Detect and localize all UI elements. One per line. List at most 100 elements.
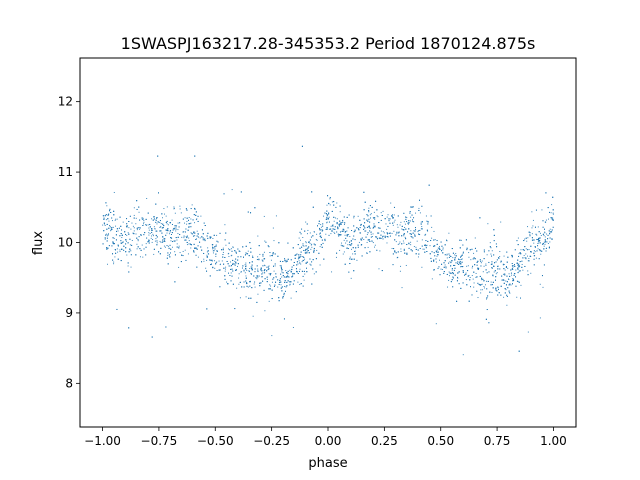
data-point (215, 263, 217, 265)
data-point (459, 239, 461, 241)
data-point (177, 233, 179, 235)
data-point (373, 223, 375, 225)
data-point (203, 260, 205, 262)
data-point (343, 239, 345, 241)
data-point (112, 226, 114, 228)
x-tick-label: 0.50 (427, 434, 454, 448)
data-point (303, 279, 305, 281)
data-point (249, 285, 251, 287)
data-point (427, 230, 429, 232)
data-point (256, 301, 258, 303)
data-point (403, 212, 405, 214)
data-point (367, 215, 369, 217)
data-point (497, 268, 499, 270)
data-point (533, 252, 535, 254)
data-point (481, 279, 483, 281)
data-point (377, 232, 379, 234)
data-point (329, 197, 331, 199)
data-point (344, 234, 346, 236)
data-point (232, 283, 234, 285)
data-point (517, 259, 519, 261)
data-point (441, 245, 443, 247)
data-point (154, 240, 156, 242)
data-point (420, 228, 422, 230)
data-point (170, 234, 172, 235)
data-point (311, 283, 313, 285)
data-point (235, 263, 237, 265)
data-point (410, 249, 412, 251)
data-point (397, 256, 399, 258)
data-point (206, 251, 208, 253)
data-point (518, 255, 520, 257)
data-point (460, 239, 462, 241)
data-point (186, 244, 188, 246)
data-point (264, 310, 266, 312)
data-point (248, 297, 250, 299)
data-point (158, 251, 160, 253)
data-point (410, 216, 412, 218)
data-point (263, 215, 265, 217)
data-point (207, 247, 209, 249)
data-point (374, 225, 376, 227)
data-point (112, 237, 114, 239)
data-point (290, 281, 292, 283)
data-point (312, 235, 314, 237)
data-point (148, 232, 150, 234)
data-point (518, 270, 520, 272)
data-point (377, 227, 379, 229)
data-point (466, 249, 468, 251)
data-point (120, 240, 122, 242)
data-point (145, 246, 147, 248)
data-point (537, 245, 539, 247)
data-point (179, 205, 181, 207)
data-point (415, 212, 417, 214)
data-point (320, 244, 322, 246)
data-point (165, 229, 167, 231)
data-point (491, 284, 493, 286)
data-point (117, 251, 119, 253)
data-point (417, 231, 419, 233)
data-point (203, 252, 205, 254)
data-point (544, 241, 546, 243)
data-point (477, 260, 479, 262)
data-point (174, 225, 176, 227)
data-point (348, 271, 350, 273)
data-point (531, 227, 533, 229)
data-point (287, 270, 289, 272)
data-point (222, 247, 224, 249)
data-point (480, 265, 482, 267)
data-point (197, 233, 199, 235)
data-point (237, 256, 239, 258)
data-point (160, 241, 162, 243)
data-point (298, 257, 300, 259)
data-point (146, 237, 148, 239)
data-point (419, 199, 420, 201)
data-point (102, 215, 104, 217)
data-point (506, 281, 508, 283)
data-point (533, 258, 535, 260)
data-point (174, 254, 176, 256)
data-point (113, 237, 115, 239)
data-point (153, 218, 155, 220)
data-point (264, 269, 266, 271)
data-point (124, 231, 126, 233)
data-point (546, 233, 548, 235)
data-point (189, 223, 191, 225)
data-point (188, 237, 190, 239)
data-point (429, 253, 431, 255)
data-point (113, 261, 115, 263)
data-point (122, 241, 124, 243)
data-point (452, 273, 454, 275)
data-point (320, 226, 322, 228)
data-point (187, 229, 189, 231)
data-point (525, 253, 527, 255)
data-point (287, 275, 289, 277)
data-point (425, 245, 427, 247)
data-point (360, 238, 362, 240)
data-point (102, 224, 104, 226)
data-point (237, 248, 239, 250)
data-point (186, 220, 188, 222)
data-point (347, 248, 349, 250)
data-point (125, 251, 127, 253)
data-point (506, 295, 508, 297)
